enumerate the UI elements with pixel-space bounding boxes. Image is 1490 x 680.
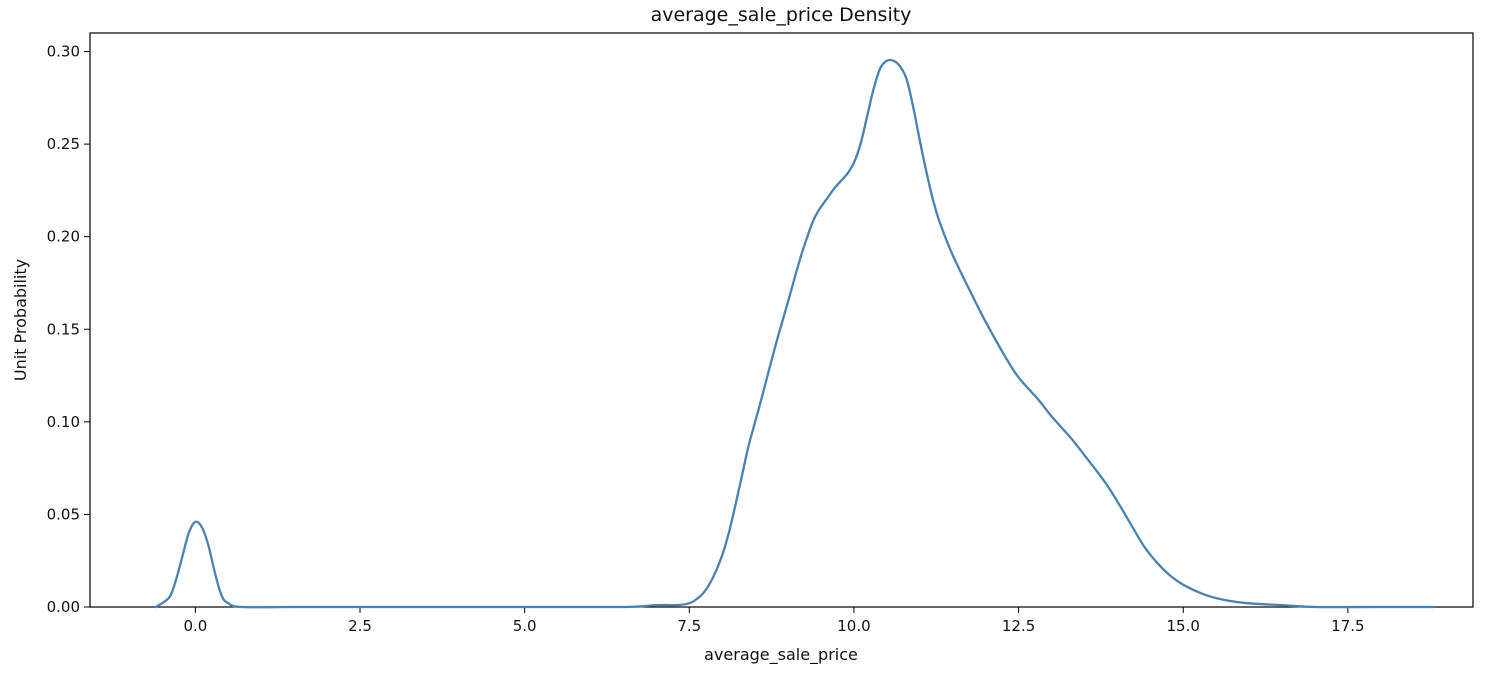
density-line [154,58,1435,609]
chart-title: average_sale_price Density [651,4,912,26]
y-axis-label: Unit Probability [11,259,30,381]
y-tick-label: 0.00 [47,598,80,616]
y-tick-label: 0.05 [47,505,80,523]
y-tick-label: 0.10 [47,413,80,431]
y-axis: 0.00 0.05 0.10 0.15 0.20 0.25 0.30 [47,43,90,616]
x-tick-label: 5.0 [513,617,537,635]
x-axis-label: average_sale_price [704,645,858,665]
y-tick-label: 0.20 [47,228,80,246]
x-tick-label: 2.5 [348,617,372,635]
x-axis: 0.0 2.5 5.0 7.5 10.0 12.5 15.0 17.5 [183,607,1365,635]
x-tick-label: 17.5 [1331,617,1364,635]
y-tick-label: 0.25 [47,135,80,153]
x-tick-label: 0.0 [183,617,207,635]
y-tick-label: 0.30 [47,43,80,61]
x-tick-label: 12.5 [1002,617,1035,635]
y-tick-label: 0.15 [47,320,80,338]
x-tick-label: 7.5 [677,617,701,635]
x-tick-label: 15.0 [1167,617,1200,635]
x-tick-label: 10.0 [837,617,870,635]
plot-frame [89,32,1474,608]
